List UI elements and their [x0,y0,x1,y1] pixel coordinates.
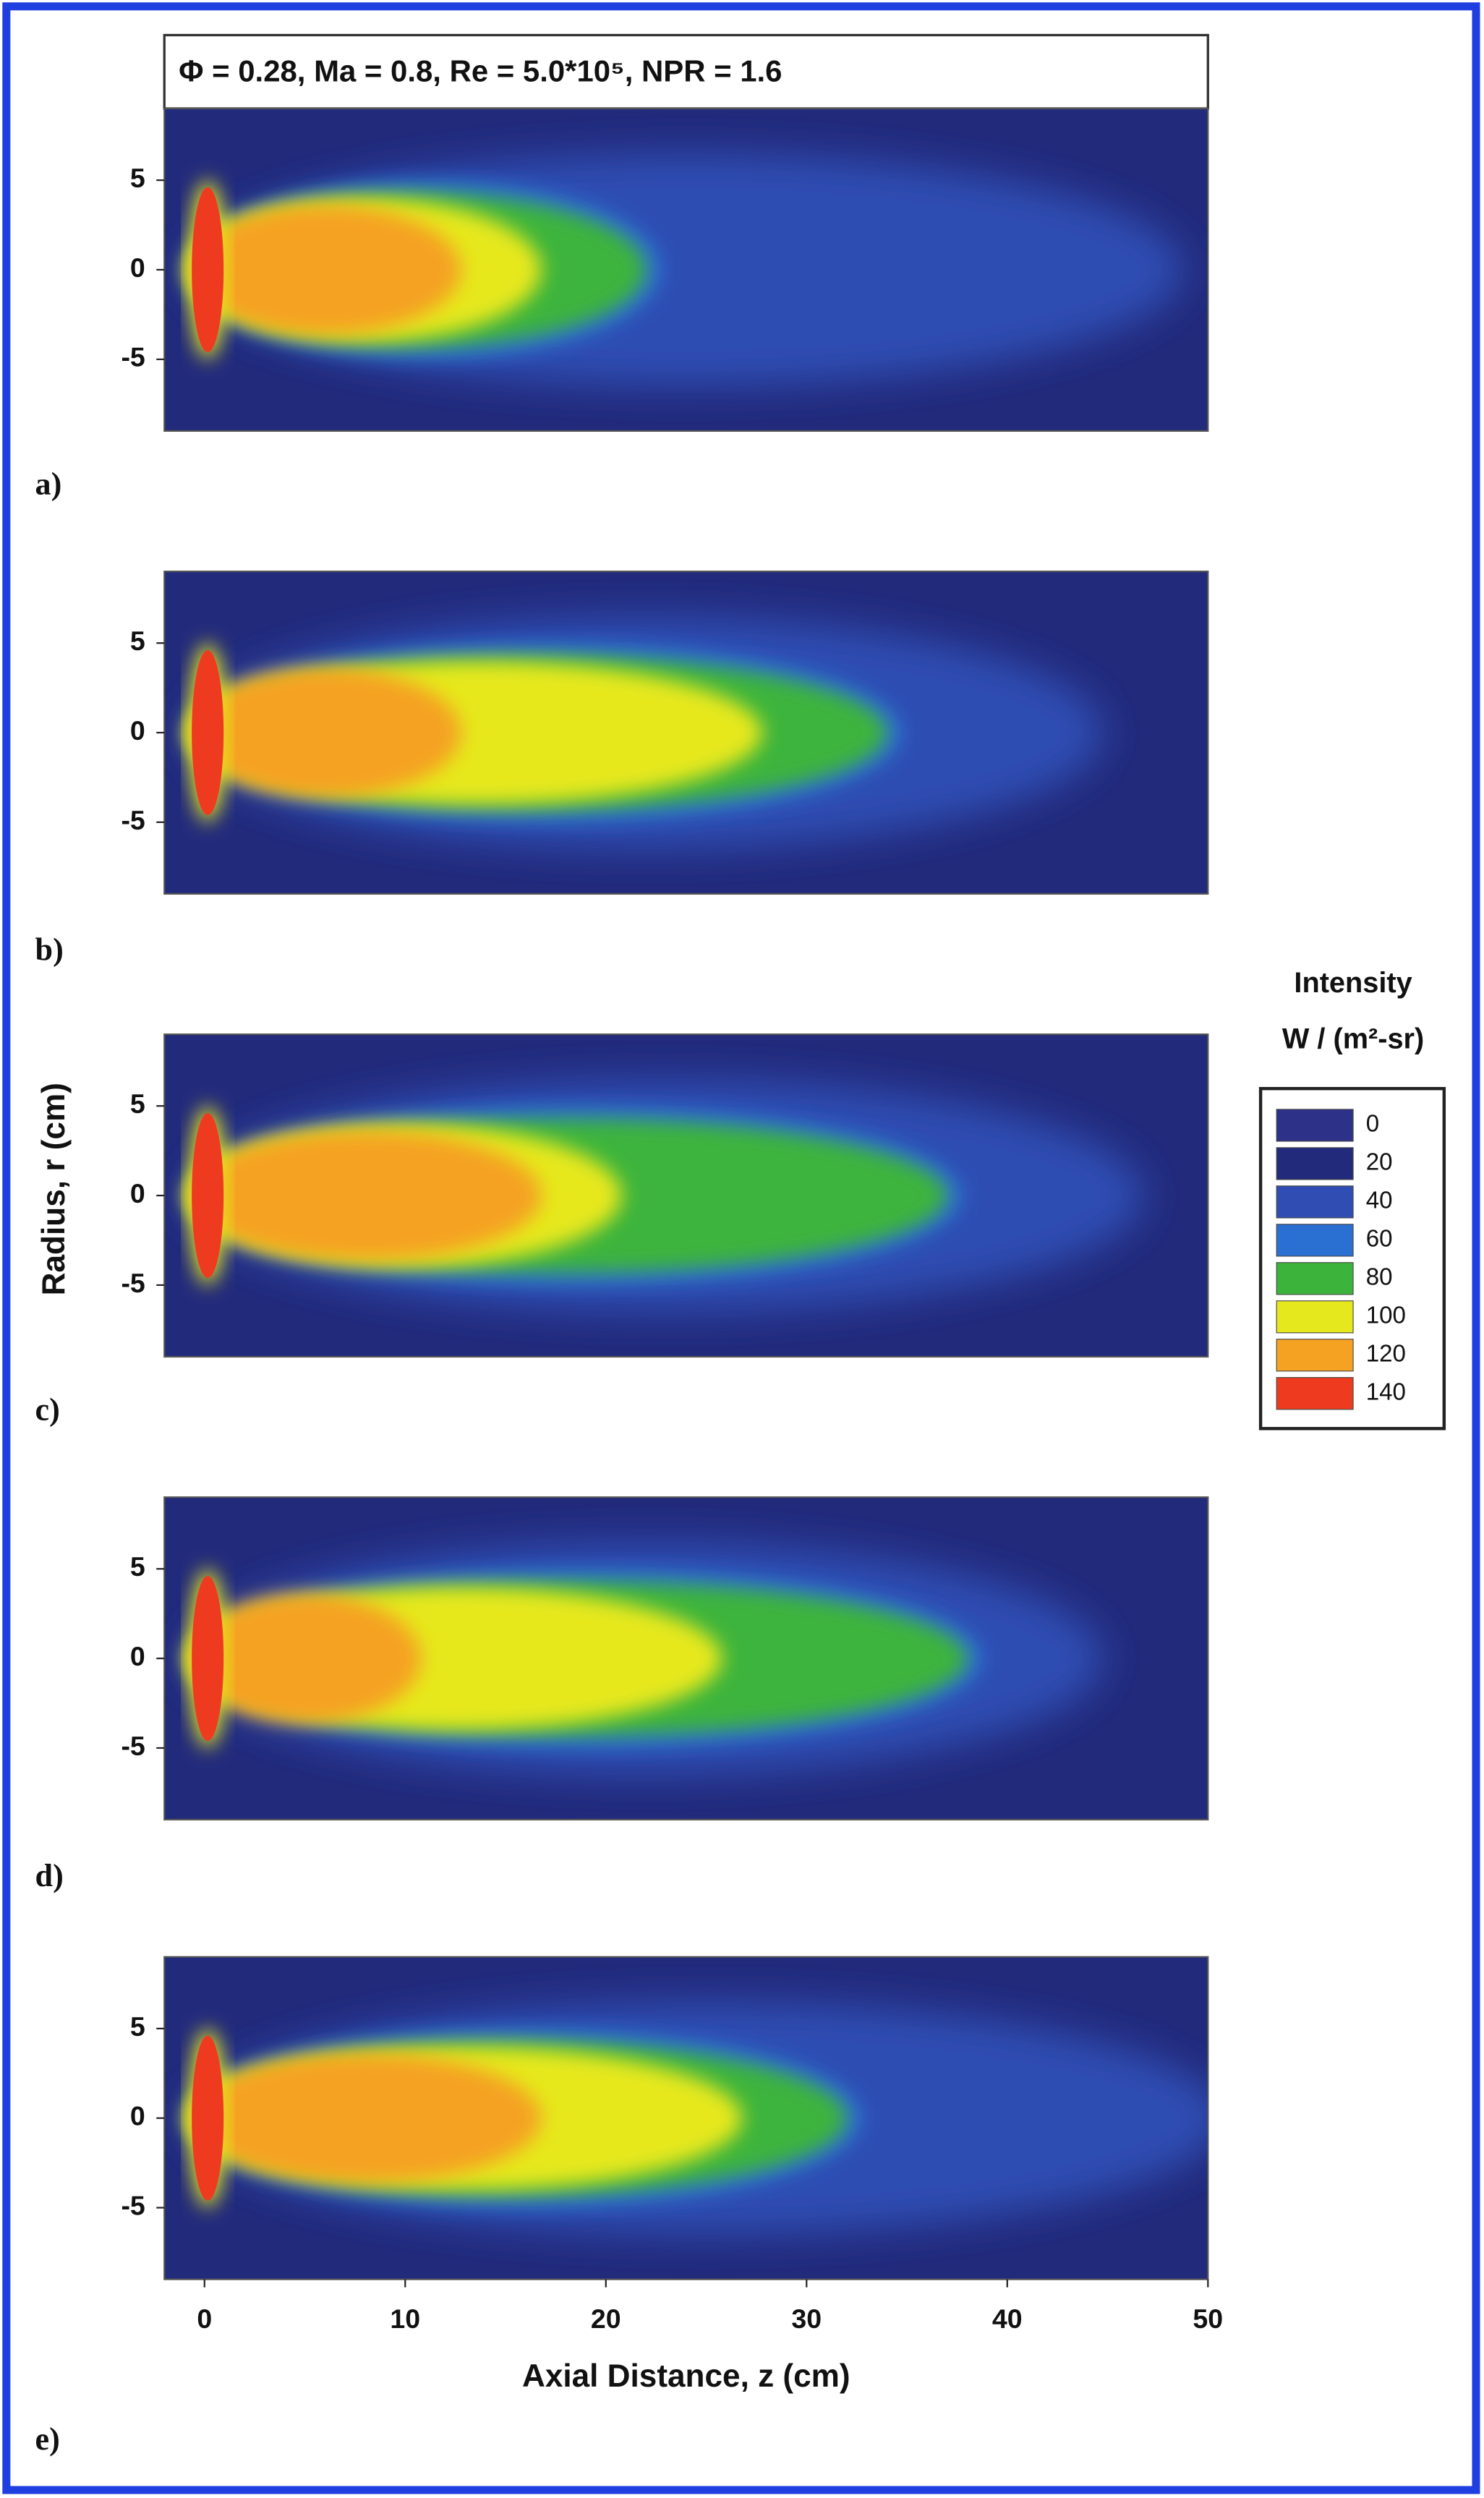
y-tick-label: 0 [130,252,145,283]
x-tick-label: 0 [197,2303,212,2334]
colorbar-label: 140 [1366,1378,1406,1405]
y-tick-label: 5 [130,2011,145,2042]
colorbar-swatch [1276,1109,1354,1142]
y-tick-label: 0 [130,2101,145,2131]
colorbar-swatch [1276,1262,1354,1295]
x-axis-label: Axial Distance, z (cm) [522,2358,850,2394]
y-tick-label: 0 [130,1178,145,1208]
y-tick-label: 0 [130,1641,145,1671]
colorbar-title: Intensity [1294,967,1412,999]
panel-label: c) [35,1391,60,1427]
intensity-field [188,1542,1104,1776]
plume [188,1593,422,1723]
chart-title: Φ = 0.28, Ma = 0.8, Re = 5.0*10⁵, NPR = … [179,54,782,88]
panel-label: b) [35,932,64,968]
colorbar-swatch [1276,1147,1354,1180]
intensity-field [188,616,1104,850]
nozzle-core [192,2035,224,2201]
plume [188,668,461,798]
y-tick-label: 5 [130,1551,145,1582]
colorbar-box [1258,1086,1446,1431]
y-tick-label: -5 [121,342,145,372]
colorbar-label: 80 [1366,1264,1393,1291]
y-tick-label: 5 [130,1088,145,1119]
colorbar-swatch [1276,1339,1354,1372]
intensity-field [188,2001,1208,2235]
nozzle-core [192,187,224,352]
y-tick-label: 5 [130,626,145,656]
intensity-field [188,1079,1144,1313]
colorbar-label: 100 [1366,1303,1406,1329]
colorbar-label: 0 [1366,1111,1379,1138]
intensity-field [188,153,1184,386]
colorbar-swatch [1276,1185,1354,1219]
plume [188,1130,542,1261]
colorbar-label: 40 [1366,1188,1393,1214]
colorbar-label: 60 [1366,1226,1393,1253]
x-tick-label: 20 [591,2303,621,2334]
colorbar-swatch [1276,1224,1354,1257]
nozzle-core [192,1576,224,1742]
y-tick-label: -5 [121,1268,145,1298]
panel-label: a) [35,466,62,501]
colorbar-swatch [1276,1377,1354,1410]
x-tick-label: 30 [791,2303,822,2334]
panel-label: e) [35,2421,60,2457]
plume [188,205,461,335]
x-tick-label: 50 [1193,2303,1223,2334]
colorbar-label: 20 [1366,1149,1393,1176]
y-tick-label: 0 [130,715,145,746]
nozzle-core [192,1113,224,1278]
colorbar-swatch [1276,1300,1354,1334]
nozzle-core [192,650,224,815]
panel-label: d) [35,1858,64,1893]
colorbar-label: 120 [1366,1341,1406,1368]
y-tick-label: -5 [121,1731,145,1761]
colorbar-units: W / (m²-sr) [1282,1023,1424,1054]
plume [188,2053,542,2183]
x-tick-label: 10 [390,2303,420,2334]
y-tick-label: -5 [121,805,145,835]
x-tick-label: 40 [992,2303,1023,2334]
y-tick-label: -5 [121,2190,145,2220]
y-axis-label: Radius, r (cm) [36,1083,72,1295]
y-tick-label: 5 [130,163,145,193]
